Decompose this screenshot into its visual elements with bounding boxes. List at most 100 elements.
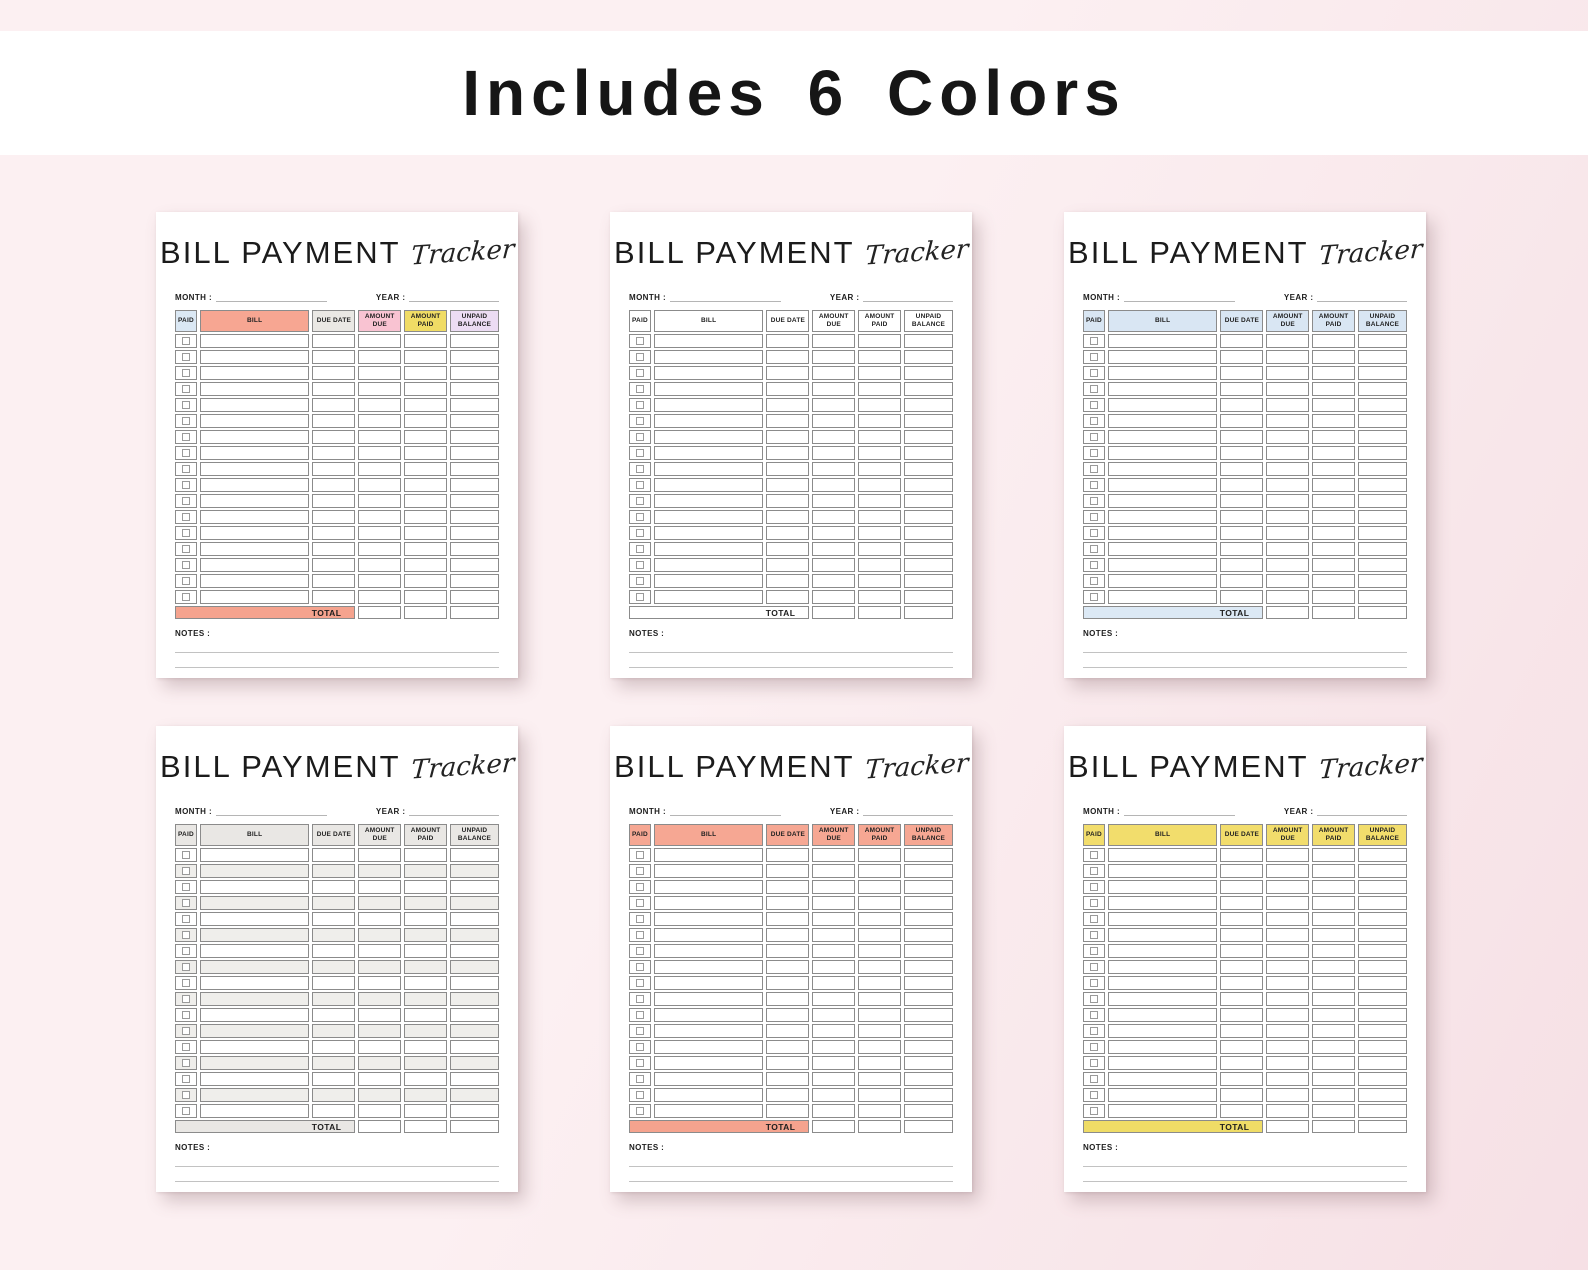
paid-checkbox xyxy=(181,963,190,971)
paid-cell xyxy=(175,478,197,492)
entry-cell xyxy=(312,494,356,508)
entry-cell xyxy=(1266,928,1310,942)
entry-cell xyxy=(1312,510,1356,524)
month-blank-line xyxy=(216,807,328,816)
bill-table: PAID BILL DUE DATE AMOUNT DUE AMOUNT PAID UNP… xyxy=(175,310,499,619)
paid-checkbox xyxy=(635,1043,644,1051)
paid-cell xyxy=(1083,510,1105,524)
entry-cell xyxy=(312,590,356,604)
entry-cell xyxy=(404,880,448,894)
entry-cell xyxy=(904,1072,953,1086)
entry-cell xyxy=(1266,510,1310,524)
paid-cell xyxy=(175,526,197,540)
entry-cell xyxy=(1220,1040,1264,1054)
entry-cell xyxy=(312,1040,356,1054)
entry-cell xyxy=(1107,430,1218,444)
entry-cell xyxy=(199,558,310,572)
notes-blank-line xyxy=(1083,1152,1407,1167)
notes-label: NOTES : xyxy=(1083,1143,1119,1152)
entry-cell xyxy=(1220,462,1264,476)
paid-checkbox xyxy=(1089,401,1098,409)
paid-checkbox xyxy=(635,353,644,361)
tracker-title-main: BILL PAYMENT xyxy=(1068,749,1309,784)
paid-checkbox xyxy=(635,481,644,489)
entry-cell xyxy=(858,912,902,926)
entry-cell xyxy=(1358,526,1407,540)
banner-title: Includes 6 Colors xyxy=(462,57,1126,129)
entry-cell xyxy=(1107,944,1218,958)
paid-cell xyxy=(629,848,651,862)
entry-cell xyxy=(1358,1024,1407,1038)
entry-cell xyxy=(358,334,402,348)
entry-cell xyxy=(766,334,810,348)
total-bar: TOTAL xyxy=(1083,1120,1264,1133)
entry-cell xyxy=(812,864,856,878)
tracker-paper-gray: BILL PAYMENT Tracker MONTH : YEAR : PAID… xyxy=(156,726,518,1192)
entry-cell xyxy=(904,976,953,990)
entry-cell xyxy=(1107,1104,1218,1118)
entry-cell xyxy=(1266,382,1310,396)
entry-cell xyxy=(450,1024,499,1038)
paid-checkbox xyxy=(181,867,190,875)
paid-cell xyxy=(1083,414,1105,428)
paid-checkbox xyxy=(1089,995,1098,1003)
entry-cell xyxy=(653,848,764,862)
entry-cell xyxy=(1266,912,1310,926)
paid-checkbox xyxy=(635,851,644,859)
entry-cell xyxy=(199,1024,310,1038)
entry-cell xyxy=(450,1072,499,1086)
paid-checkbox xyxy=(181,545,190,553)
entry-cell xyxy=(812,992,856,1006)
entry-cell xyxy=(1266,558,1310,572)
column-header-paid: PAID xyxy=(175,824,197,846)
entry-cell xyxy=(858,366,902,380)
notes-section: NOTES : xyxy=(175,629,499,668)
entry-cell xyxy=(358,414,402,428)
notes-section: NOTES : xyxy=(629,1143,953,1182)
entry-cell xyxy=(199,334,310,348)
paid-cell xyxy=(629,590,651,604)
entry-cell xyxy=(653,1104,764,1118)
entry-cell xyxy=(812,478,856,492)
entry-cell xyxy=(766,944,810,958)
entry-cell xyxy=(404,334,448,348)
entry-cell xyxy=(1266,590,1310,604)
paid-cell xyxy=(1083,382,1105,396)
entry-cell xyxy=(199,414,310,428)
entry-cell xyxy=(1107,446,1218,460)
paid-checkbox xyxy=(1089,1011,1098,1019)
paid-checkbox xyxy=(181,449,190,457)
entry-cell xyxy=(904,928,953,942)
entry-cell xyxy=(450,478,499,492)
entry-cell xyxy=(812,590,856,604)
paid-cell xyxy=(1083,526,1105,540)
entry-cell xyxy=(653,542,764,556)
column-header-amount-due: AMOUNT DUE xyxy=(1266,824,1310,846)
paid-cell xyxy=(175,430,197,444)
total-value-cell xyxy=(812,606,856,619)
entry-cell xyxy=(1220,366,1264,380)
entry-cell xyxy=(1358,382,1407,396)
year-label: YEAR : xyxy=(1283,807,1314,816)
entry-cell xyxy=(653,976,764,990)
entry-cell xyxy=(653,864,764,878)
paid-checkbox xyxy=(1089,1059,1098,1067)
entry-cell xyxy=(358,944,402,958)
paid-cell xyxy=(175,928,197,942)
year-blank-line xyxy=(1317,807,1407,816)
paid-cell xyxy=(629,478,651,492)
entry-cell xyxy=(1220,912,1264,926)
entry-cell xyxy=(199,1104,310,1118)
entry-cell xyxy=(312,928,356,942)
entry-cell xyxy=(358,462,402,476)
notes-blank-line xyxy=(629,653,953,668)
entry-cell xyxy=(450,350,499,364)
notes-blank-line xyxy=(1083,653,1407,668)
paid-cell xyxy=(1083,1040,1105,1054)
entry-cell xyxy=(1358,896,1407,910)
paid-cell xyxy=(629,896,651,910)
column-header-paid: PAID xyxy=(629,824,651,846)
entry-cell xyxy=(1220,350,1264,364)
year-label: YEAR : xyxy=(829,807,860,816)
paid-cell xyxy=(1083,912,1105,926)
